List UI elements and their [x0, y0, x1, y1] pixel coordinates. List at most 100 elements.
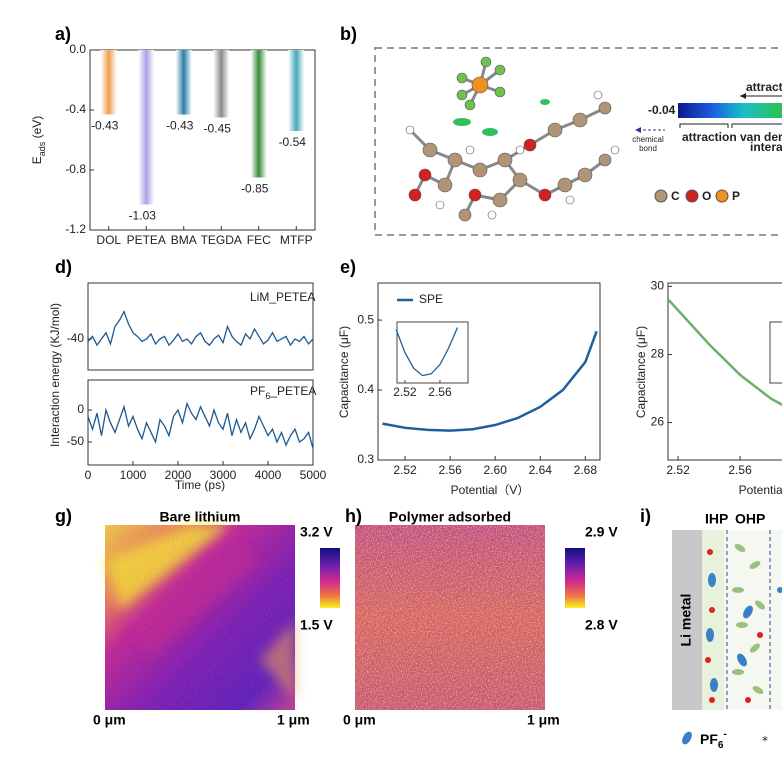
y-tick-label: -1.2: [65, 222, 86, 236]
panel-b-frame: [374, 47, 782, 236]
y-tick-label: -0.8: [65, 162, 86, 176]
y-axis-label: Interaction energy (KJ/mol): [48, 303, 62, 447]
panel-label: d): [55, 257, 72, 277]
bar: [288, 50, 305, 131]
x-start: 0 μm: [93, 712, 126, 728]
bar: [138, 50, 155, 205]
x-axis-label: Time (ps): [175, 478, 225, 492]
value-label: -0.85: [241, 182, 269, 196]
y-tick-label: 30: [651, 279, 665, 293]
b-colorbar: [678, 103, 782, 118]
y-tick-label: 0.4: [357, 382, 374, 396]
x-end: 1 μm: [527, 712, 560, 728]
bar: [175, 50, 192, 115]
y-tick-label: 26: [651, 415, 665, 429]
annotation: LiM_PETEA: [250, 290, 315, 304]
annotation-part: PF: [250, 384, 265, 398]
x-tick-label: BMA: [171, 233, 197, 247]
x-tick-label: 2.52: [393, 463, 417, 477]
plot-frame: [87, 379, 314, 466]
series-line: [87, 401, 314, 449]
y-tick-label: 0.5: [357, 312, 374, 326]
x-tick-label: 2.68: [574, 463, 598, 477]
y-tick-label: -50: [67, 434, 85, 448]
y-axis-label-part: ads: [37, 141, 47, 156]
b-scale-label: van der: [740, 130, 782, 144]
atom-key-c: [654, 189, 668, 203]
scale-min: 1.5 V: [300, 617, 333, 633]
b-bond-label: bond: [639, 144, 657, 153]
legend-label: SPE: [419, 292, 443, 306]
x-tick-label: 2.60: [484, 463, 508, 477]
panel-label: b): [340, 24, 357, 44]
layer-label: OHP: [735, 511, 765, 527]
x-tick-label: 1000: [120, 468, 147, 482]
atom-key-label: P: [732, 189, 740, 203]
series-line: [382, 330, 598, 432]
y-tick-label: 0.3: [357, 452, 374, 466]
y-tick-label: 0: [77, 402, 84, 416]
panel-label: g): [55, 506, 72, 526]
map-title: Bare lithium: [160, 509, 241, 525]
plot-frame: [89, 49, 316, 231]
x-tick-label: DOL: [96, 233, 121, 247]
inset-frame: [396, 321, 469, 384]
layer-label: IHP: [705, 511, 728, 527]
panel-label: i): [640, 506, 651, 526]
x-tick-label: 0: [85, 468, 92, 482]
y-axis-label-part: E: [30, 156, 44, 164]
plot-frame: [667, 282, 782, 461]
y-axis-label: Capacitance (μF): [337, 326, 351, 418]
panel-label: a): [55, 24, 71, 44]
plot-frame: [377, 282, 601, 461]
y-axis-label-part: (eV): [30, 116, 44, 142]
b-scale-label: interac: [750, 140, 782, 154]
ohp-layer: [724, 530, 782, 710]
b-arrowhead: [740, 93, 746, 99]
panel-label: e): [340, 257, 356, 277]
anion-label-part: 6: [718, 740, 724, 751]
b-brackets: [679, 123, 782, 128]
series-line: [667, 299, 782, 407]
atom-key-label: C: [671, 189, 680, 203]
annotation-part: LiM_PETEA: [250, 290, 315, 304]
y-tick-label: 0.0: [69, 42, 86, 56]
x-end: 1 μm: [277, 712, 310, 728]
inset-line: [395, 327, 459, 377]
x-tick-label: 2.56: [438, 463, 462, 477]
scale-max: 3.2 V: [300, 524, 333, 540]
y-tick-label: -0.4: [65, 102, 86, 116]
b-bond-label: chemical: [632, 135, 664, 144]
plot-frame: [87, 282, 314, 371]
value-label: -0.43: [166, 119, 194, 133]
x-tick-label: 3000: [210, 468, 237, 482]
ions: [705, 544, 782, 703]
map-title: Polymer adsorbed: [389, 509, 511, 525]
inset-x-tick-label: 2.52: [393, 385, 417, 399]
series-line: [87, 309, 314, 347]
y-tick-label: -40: [67, 331, 85, 345]
y-tick-label: 28: [651, 347, 665, 361]
y-axis-label: Capacitance (μF): [634, 326, 648, 418]
electrode-label: Li metal: [678, 594, 694, 647]
anion-label-part: -: [723, 729, 726, 740]
annotation-part: _PETEA: [269, 384, 316, 398]
h-map-noise2: [355, 525, 545, 710]
x-tick-label: 2000: [165, 468, 192, 482]
atom-key-o: [685, 189, 699, 203]
x-tick-label: PETEA: [127, 233, 166, 247]
inset-frame: [769, 321, 782, 384]
y-axis-label: Eads (eV): [30, 116, 47, 165]
value-label: -0.45: [204, 122, 232, 136]
molecule: [408, 61, 606, 216]
x-axis-label: Potential: [739, 483, 782, 497]
b-bond-arrowhead: [635, 127, 641, 133]
scale-min: 2.8 V: [585, 617, 618, 633]
x-tick-label: 5000: [300, 468, 327, 482]
x-tick-label: 2.64: [529, 463, 553, 477]
bar: [100, 50, 117, 115]
anion-label-part: PF: [700, 731, 718, 747]
scale-max: 2.9 V: [585, 524, 618, 540]
x-axis-label: Potential（V）: [451, 483, 530, 497]
annotation-part: 6: [265, 391, 270, 401]
